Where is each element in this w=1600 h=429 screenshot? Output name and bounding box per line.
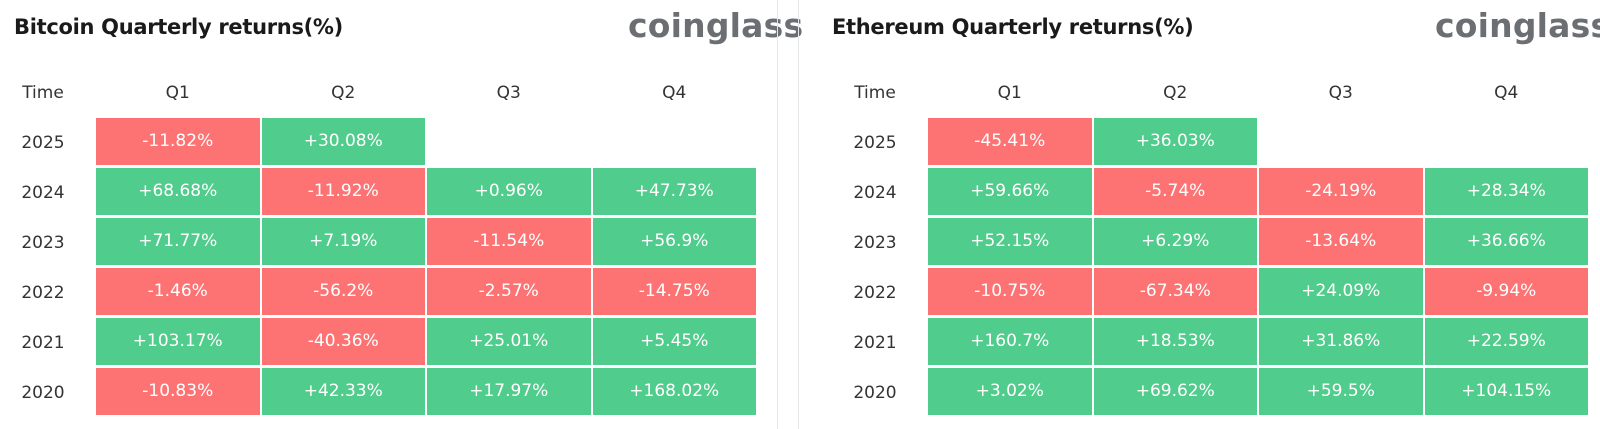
return-cell: +52.15%	[928, 218, 1092, 265]
column-header-q1: Q1	[165, 83, 190, 103]
return-cell: -10.83%	[96, 368, 260, 415]
return-cell: -9.94%	[1424, 268, 1588, 315]
return-cell: -45.41%	[928, 118, 1092, 165]
row-year-label: 2021	[853, 333, 897, 353]
return-cell: +168.02%	[592, 368, 756, 415]
return-cell: +56.9%	[592, 218, 756, 265]
row-year-label: 2023	[21, 233, 65, 253]
return-cell: +42.33%	[261, 368, 425, 415]
row-year-label: 2023	[853, 233, 897, 253]
return-cell: -56.2%	[261, 268, 425, 315]
column-header-q2: Q2	[1163, 83, 1188, 103]
column-header-time: Time	[22, 83, 64, 103]
column-header-q3: Q3	[1328, 83, 1353, 103]
return-cell: +104.15%	[1424, 368, 1588, 415]
return-cell: +28.34%	[1424, 168, 1588, 215]
column-header-q4: Q4	[1494, 83, 1519, 103]
return-cell: +59.66%	[928, 168, 1092, 215]
return-cell: -67.34%	[1093, 268, 1257, 315]
panel-divider	[798, 0, 799, 429]
return-cell: +103.17%	[96, 318, 260, 365]
return-cell: -11.82%	[96, 118, 260, 165]
panel-divider	[777, 0, 778, 429]
return-cell: -10.75%	[928, 268, 1092, 315]
row-year-label: 2021	[21, 333, 65, 353]
return-cell: +18.53%	[1093, 318, 1257, 365]
column-header-q4: Q4	[662, 83, 687, 103]
column-header-q1: Q1	[997, 83, 1022, 103]
coinglass-logo: coinglass	[628, 6, 804, 45]
row-year-label: 2020	[21, 383, 65, 403]
row-year-label: 2025	[853, 133, 897, 153]
return-cell: +71.77%	[96, 218, 260, 265]
return-cell: -2.57%	[427, 268, 591, 315]
return-cell: +30.08%	[261, 118, 425, 165]
return-cell: +36.03%	[1093, 118, 1257, 165]
return-cell: +47.73%	[592, 168, 756, 215]
column-header-q2: Q2	[331, 83, 356, 103]
return-cell: +3.02%	[928, 368, 1092, 415]
return-cell: +25.01%	[427, 318, 591, 365]
return-cell: -40.36%	[261, 318, 425, 365]
return-cell: +17.97%	[427, 368, 591, 415]
row-year-label: 2025	[21, 133, 65, 153]
column-header-time: Time	[854, 83, 896, 103]
panel-title: Ethereum Quarterly returns(%)	[832, 15, 1194, 39]
return-cell: +69.62%	[1093, 368, 1257, 415]
return-cell: -11.92%	[261, 168, 425, 215]
panel-title: Bitcoin Quarterly returns(%)	[14, 15, 343, 39]
row-year-label: 2024	[21, 183, 65, 203]
bitcoin-returns-panel: Bitcoin Quarterly returns(%) coinglass T…	[0, 0, 803, 429]
return-cell: +24.09%	[1259, 268, 1423, 315]
column-header-q3: Q3	[496, 83, 521, 103]
return-cell: +68.68%	[96, 168, 260, 215]
return-cell: -24.19%	[1259, 168, 1423, 215]
return-cell: +6.29%	[1093, 218, 1257, 265]
return-cell: +31.86%	[1259, 318, 1423, 365]
return-cell: +0.96%	[427, 168, 591, 215]
return-cell: -5.74%	[1093, 168, 1257, 215]
return-cell: +22.59%	[1424, 318, 1588, 365]
row-year-label: 2020	[853, 383, 897, 403]
return-cell: -11.54%	[427, 218, 591, 265]
row-year-label: 2022	[853, 283, 897, 303]
return-cell: -13.64%	[1259, 218, 1423, 265]
return-cell: -14.75%	[592, 268, 756, 315]
return-cell: +5.45%	[592, 318, 756, 365]
return-cell: +160.7%	[928, 318, 1092, 365]
row-year-label: 2024	[853, 183, 897, 203]
ethereum-returns-panel: Ethereum Quarterly returns(%) coinglass …	[812, 0, 1600, 429]
return-cell: +36.66%	[1424, 218, 1588, 265]
coinglass-logo: coinglass	[1435, 6, 1600, 45]
return-cell: -1.46%	[96, 268, 260, 315]
row-year-label: 2022	[21, 283, 65, 303]
return-cell: +59.5%	[1259, 368, 1423, 415]
return-cell: +7.19%	[261, 218, 425, 265]
